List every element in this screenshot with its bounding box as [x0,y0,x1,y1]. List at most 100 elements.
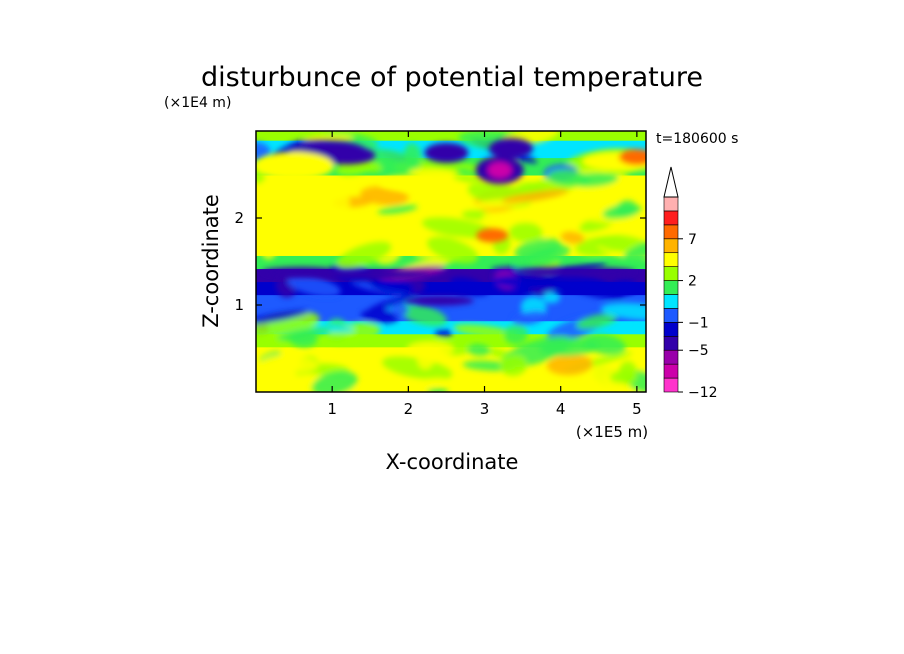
field-feature [424,142,469,163]
field-blob [552,271,625,300]
y-tick-label: 2 [234,209,244,227]
field-blob [287,275,341,297]
field-blob [261,354,319,374]
field-blob [490,274,566,290]
field-feature [403,295,474,306]
x-axis: 1 2 3 4 5 [327,131,642,418]
field-blob [560,231,585,244]
field-blob [336,241,392,270]
colorbar-segment [663,294,679,309]
field-blob [256,178,321,203]
y-unit-label: (×1E4 m) [164,95,231,111]
colorbar-segment [663,335,679,351]
field-blob [369,277,415,295]
x-tick-label: 2 [404,400,414,418]
plot-frame [255,130,647,393]
colorbar-segment [663,252,679,267]
field-feature [378,175,439,192]
field-blob [546,354,593,376]
field-blob [377,204,418,215]
field-blob [360,309,399,324]
colorbar-segment [663,363,679,379]
field-feature [310,270,431,279]
colorbar-segment [663,196,679,212]
x-tick-label: 4 [556,400,566,418]
field-blob [543,204,569,228]
colorbar-tick-label: −12 [688,385,718,401]
field-blob [453,174,482,183]
colorbar-segment [663,210,679,226]
field-features [256,138,646,306]
field-blob [391,303,409,317]
field-blob [399,303,448,327]
field-blob [311,370,358,392]
field-feature [256,151,335,180]
x-axis-label: X-coordinate [386,450,519,474]
colorbar-segment [663,349,679,365]
field-feature [489,138,534,159]
colorbar-tick-label: 2 [688,274,697,290]
colorbar-segment [663,224,679,240]
field-blob [609,370,636,384]
field-band [256,306,646,322]
field-blob [256,325,286,344]
chart-title: disturbunce of potential temperature [201,62,703,93]
field-feature [515,266,636,277]
colorbar-segment [663,266,679,281]
field-blob [417,346,435,370]
colorbar-segment [663,322,679,337]
field-blob [600,302,646,321]
field-blob [421,217,493,239]
field-blob [256,310,310,325]
field-blob [260,236,278,260]
field-blob [503,324,529,345]
field-blob [376,378,446,392]
x-unit-label: (×1E5 m) [576,423,648,441]
field-blob [576,313,618,330]
field-blob [434,328,453,337]
field-feature [618,149,646,166]
x-tick-label: 1 [327,400,337,418]
field-blob [290,225,312,237]
field-blob [508,222,543,243]
colorbar-segment [663,377,679,393]
field-blob [320,194,351,213]
field-blob [453,324,519,339]
colorbar: −12−5−127 [663,166,718,401]
field-blob [547,169,590,187]
field-blob [539,338,599,357]
colorbar-tick-label: −1 [688,315,709,331]
field-feature [487,162,512,179]
field-blob [570,210,637,225]
time-label: t=180600 s [656,131,738,147]
field-blob [467,343,491,356]
colorbar-segment [663,238,679,254]
field-texture [256,131,646,392]
field-blob [512,310,547,326]
field-blob [449,277,489,296]
field-blob [515,245,571,271]
field-band [256,131,646,141]
field-blob [501,189,569,204]
field-blob [275,327,330,342]
colorbar-extend-arrow [663,166,679,198]
field-blob [623,240,646,262]
field-feature [476,228,509,243]
y-axis-label: Z-coordinate [199,194,223,328]
x-tick-label: 5 [632,400,642,418]
y-tick-label: 1 [234,296,244,314]
field-blob [368,292,421,312]
x-tick-label: 3 [480,400,490,418]
field-blob [602,203,642,220]
field-blob [404,143,422,167]
colorbar-tick-label: 7 [688,232,697,248]
field-blob [542,291,561,304]
field-blob [382,356,453,380]
colorbar-segment [663,280,679,295]
field-blob [583,333,626,355]
colorbar-segment [663,308,679,323]
field-blob [426,236,479,264]
temperature-field [256,131,646,392]
colorbar-tick-label: −5 [688,343,709,359]
